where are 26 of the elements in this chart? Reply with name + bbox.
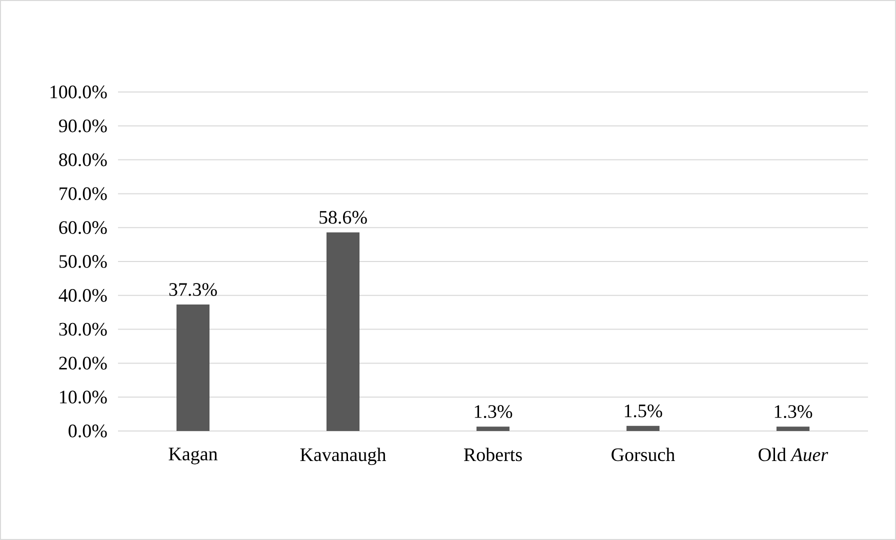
y-tick-label: 70.0% — [60, 187, 107, 200]
y-tick-label: 0.0% — [68, 424, 107, 438]
y-tick-label: 40.0% — [58, 288, 107, 302]
y-tick-label: 50.0% — [60, 255, 107, 268]
y-tick-label: 20.0% — [59, 356, 107, 370]
data-label: 58.6% — [320, 210, 367, 224]
x-tick-label: Kavanaugh — [300, 448, 386, 466]
y-tick-label: 60.0% — [59, 221, 107, 234]
bar — [326, 232, 360, 431]
data-label: 1.5% — [624, 404, 662, 418]
data-label: 37.3% — [169, 283, 217, 296]
x-tick-label: Roberts — [464, 448, 522, 462]
y-tick-label: 90.0% — [59, 119, 107, 132]
x-tick-label: Kagan — [168, 448, 218, 464]
y-tick-label: 100.0% — [50, 86, 107, 98]
bar — [776, 426, 810, 431]
y-tick-label: 10.0% — [60, 390, 107, 404]
x-tick-label: Old Auer — [758, 448, 828, 462]
y-tick-label: 80.0% — [59, 153, 107, 166]
bar — [626, 426, 660, 431]
x-tick-label: Gorsuch — [612, 448, 675, 462]
y-tick-label: 30.0% — [59, 322, 107, 336]
data-label: 1.3% — [774, 405, 812, 418]
bar — [176, 304, 210, 431]
data-label: 1.3% — [474, 405, 512, 418]
bar — [476, 426, 510, 431]
